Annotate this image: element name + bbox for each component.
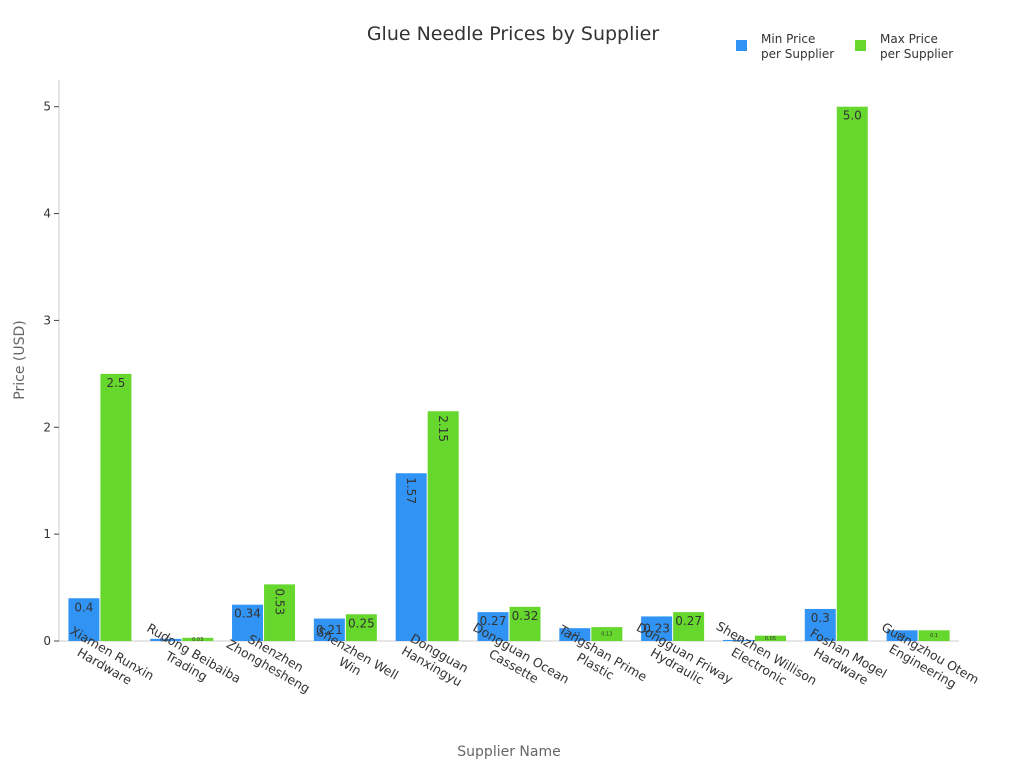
bar-value-label: 0.12 — [569, 632, 580, 638]
legend-label-line: per Supplier — [880, 47, 953, 61]
bar — [345, 614, 377, 641]
bar — [232, 604, 264, 641]
bar — [804, 608, 836, 641]
y-tick-label: 1 — [43, 527, 51, 541]
x-tick-label-text: Rudong BeibaibaTrading — [137, 620, 244, 699]
bar — [509, 606, 541, 641]
bar — [673, 612, 705, 641]
bar — [150, 638, 182, 641]
bar-value-label: 0.01 — [733, 638, 744, 644]
bar-value-label: 0.1 — [930, 633, 938, 639]
legend-swatch — [855, 40, 866, 51]
bar — [100, 373, 132, 641]
plot-area: 0 1 2 3 4 5 0.4 0.02 0.34 0.21 1.57 0.27 0.12 0.23 0.0… — [43, 80, 982, 701]
y-axis-title: Price (USD) — [12, 320, 28, 399]
x-tick-label-text: Shenzhen WillisonElectronic — [706, 618, 819, 701]
chart-title: Glue Needle Prices by Supplier — [367, 23, 660, 45]
bar — [722, 639, 754, 641]
y-tick-label: 2 — [43, 420, 51, 434]
bar-value-label: 0.25 — [348, 616, 375, 630]
bar-value-label: 2.5 — [106, 376, 125, 390]
bar — [559, 628, 591, 641]
bar-value-label: 0.03 — [192, 637, 203, 643]
x-tick-label: Rudong BeibaibaTrading — [137, 620, 244, 699]
legend-label-line: Min Price — [761, 32, 815, 46]
bar — [264, 584, 296, 641]
x-axis-title: Supplier Name — [457, 744, 560, 760]
y-tick-label: 5 — [43, 100, 51, 114]
bar-value-label: 0.32 — [512, 609, 539, 623]
bar-value-label: 1.57 — [404, 477, 418, 504]
x-tick-label: Shenzhen WillisonElectronic — [706, 618, 820, 701]
bar — [641, 616, 673, 641]
bar-value-label: 0.02 — [160, 637, 171, 643]
bar-value-label: 0.05 — [765, 636, 776, 642]
bar-value-label: 0.27 — [675, 614, 702, 628]
legend-label: Max Price per Supplier — [880, 32, 953, 61]
bar-value-label: 0.21 — [316, 623, 343, 637]
bar-value-label: 0.3 — [811, 611, 830, 625]
legend-swatch — [736, 40, 747, 51]
bar-value-label: 0.23 — [643, 622, 670, 636]
bar-value-label: 0.53 — [273, 588, 287, 615]
bar — [477, 612, 509, 641]
y-tick-label: 3 — [43, 313, 51, 327]
bar-value-label: 0.4 — [74, 600, 93, 614]
y-tick-label: 4 — [43, 207, 51, 221]
bar — [427, 411, 459, 641]
bar — [68, 598, 100, 641]
bar — [886, 630, 918, 641]
bar-value-label: 5.0 — [843, 109, 862, 123]
bar — [313, 618, 345, 641]
bar-value-label: 0.1 — [898, 633, 906, 639]
bar — [395, 473, 427, 641]
legend-label: Min Price per Supplier — [761, 32, 834, 61]
bar — [182, 637, 214, 641]
bar-value-label: 2.15 — [436, 415, 450, 442]
y-tick-label: 0 — [43, 634, 51, 648]
legend-label-line: per Supplier — [761, 47, 834, 61]
bar-value-label: 0.34 — [234, 607, 261, 621]
bar-value-label: 0.13 — [601, 632, 612, 638]
legend-label-line: Max Price — [880, 32, 938, 46]
bar — [918, 630, 950, 641]
bar — [754, 635, 786, 641]
bar-value-label: 0.27 — [480, 614, 507, 628]
bar — [591, 627, 623, 641]
bar — [836, 106, 868, 641]
